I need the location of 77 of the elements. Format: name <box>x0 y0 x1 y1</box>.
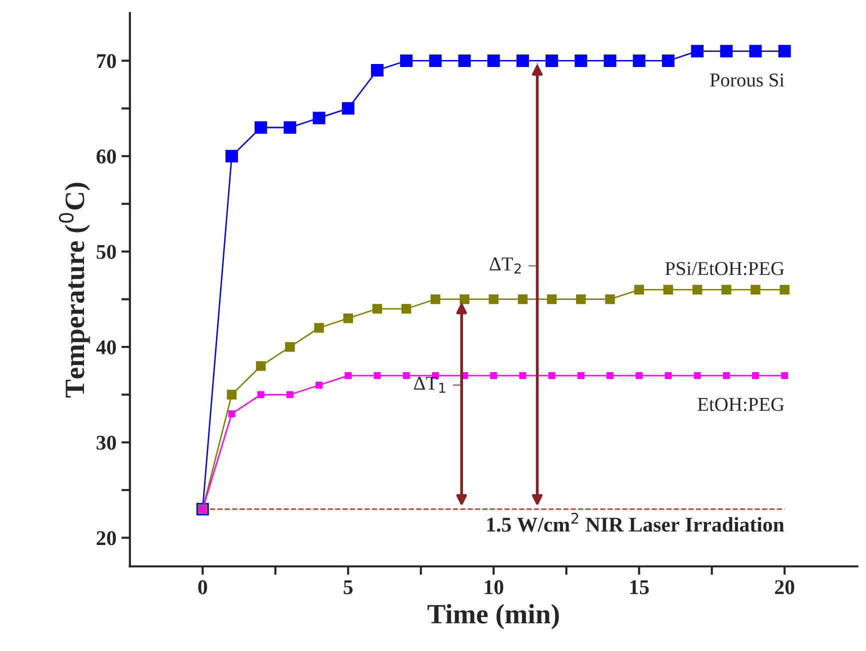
x-tick-label: 20 <box>775 580 794 594</box>
point <box>606 372 614 380</box>
series-label: Porous Si <box>710 74 784 87</box>
point <box>225 150 238 162</box>
point <box>458 54 471 67</box>
x-tick-label: 15 <box>630 580 649 594</box>
point <box>400 54 413 67</box>
point <box>314 322 324 333</box>
y-tick-label: 40 <box>96 340 116 354</box>
point <box>662 54 674 67</box>
point <box>257 391 264 398</box>
point <box>228 410 236 418</box>
point <box>286 391 294 398</box>
point <box>694 372 701 380</box>
point <box>636 372 643 380</box>
point <box>750 284 760 295</box>
point <box>780 284 790 295</box>
point <box>574 54 588 67</box>
point <box>722 284 732 295</box>
y-tick-label: 70 <box>97 54 116 68</box>
point <box>664 372 672 380</box>
point <box>343 313 353 324</box>
point <box>778 44 791 58</box>
x-tick-label: 0 <box>198 580 208 594</box>
point <box>577 372 584 380</box>
point <box>518 294 528 304</box>
point <box>430 294 440 304</box>
point <box>692 284 702 295</box>
point <box>402 372 410 380</box>
point <box>284 121 296 134</box>
point <box>749 44 762 58</box>
point <box>226 390 237 400</box>
point <box>546 294 557 304</box>
point <box>312 112 326 124</box>
point <box>752 372 759 380</box>
point <box>519 372 526 380</box>
point <box>487 54 500 67</box>
series-label: EtOH:PEG <box>698 398 784 412</box>
series-label: PSi/EtOH:PEG <box>665 262 784 276</box>
point <box>370 64 384 77</box>
annotation: ΔT$_{2}$ <box>490 257 521 274</box>
point <box>488 294 498 304</box>
y-tick-label: 20 <box>96 531 116 546</box>
y-axis-title: Temperature ($^{0}$C) <box>58 182 90 398</box>
point <box>663 284 674 295</box>
point <box>576 294 586 304</box>
x-tick-label: 10 <box>484 580 504 594</box>
point <box>285 342 295 352</box>
point <box>605 294 615 304</box>
y-tick-label: 50 <box>96 244 116 259</box>
point <box>316 382 323 389</box>
point <box>490 372 498 380</box>
ref-line-label: 1.5 W/cm$^{2}$ NIR Laser Irradiation <box>487 512 784 532</box>
point <box>720 44 733 58</box>
point <box>344 372 352 380</box>
point <box>632 54 646 67</box>
point <box>342 102 354 115</box>
point <box>691 44 704 58</box>
annotation: ΔT$_{1}$ <box>414 376 446 393</box>
y-tick-label: 60 <box>96 150 116 164</box>
point <box>781 372 788 380</box>
point <box>374 372 381 380</box>
point <box>254 121 268 134</box>
point <box>604 54 616 67</box>
point <box>546 54 558 67</box>
y-tick-label: 30 <box>96 436 116 450</box>
point <box>634 284 644 295</box>
x-axis-title: Time (min) <box>428 604 559 630</box>
point <box>372 304 382 314</box>
point <box>256 361 266 371</box>
point <box>722 372 730 380</box>
point <box>401 304 412 314</box>
point <box>516 54 529 67</box>
point <box>548 372 556 380</box>
point <box>460 294 470 304</box>
point <box>429 54 442 67</box>
x-tick-label: 5 <box>344 580 353 594</box>
